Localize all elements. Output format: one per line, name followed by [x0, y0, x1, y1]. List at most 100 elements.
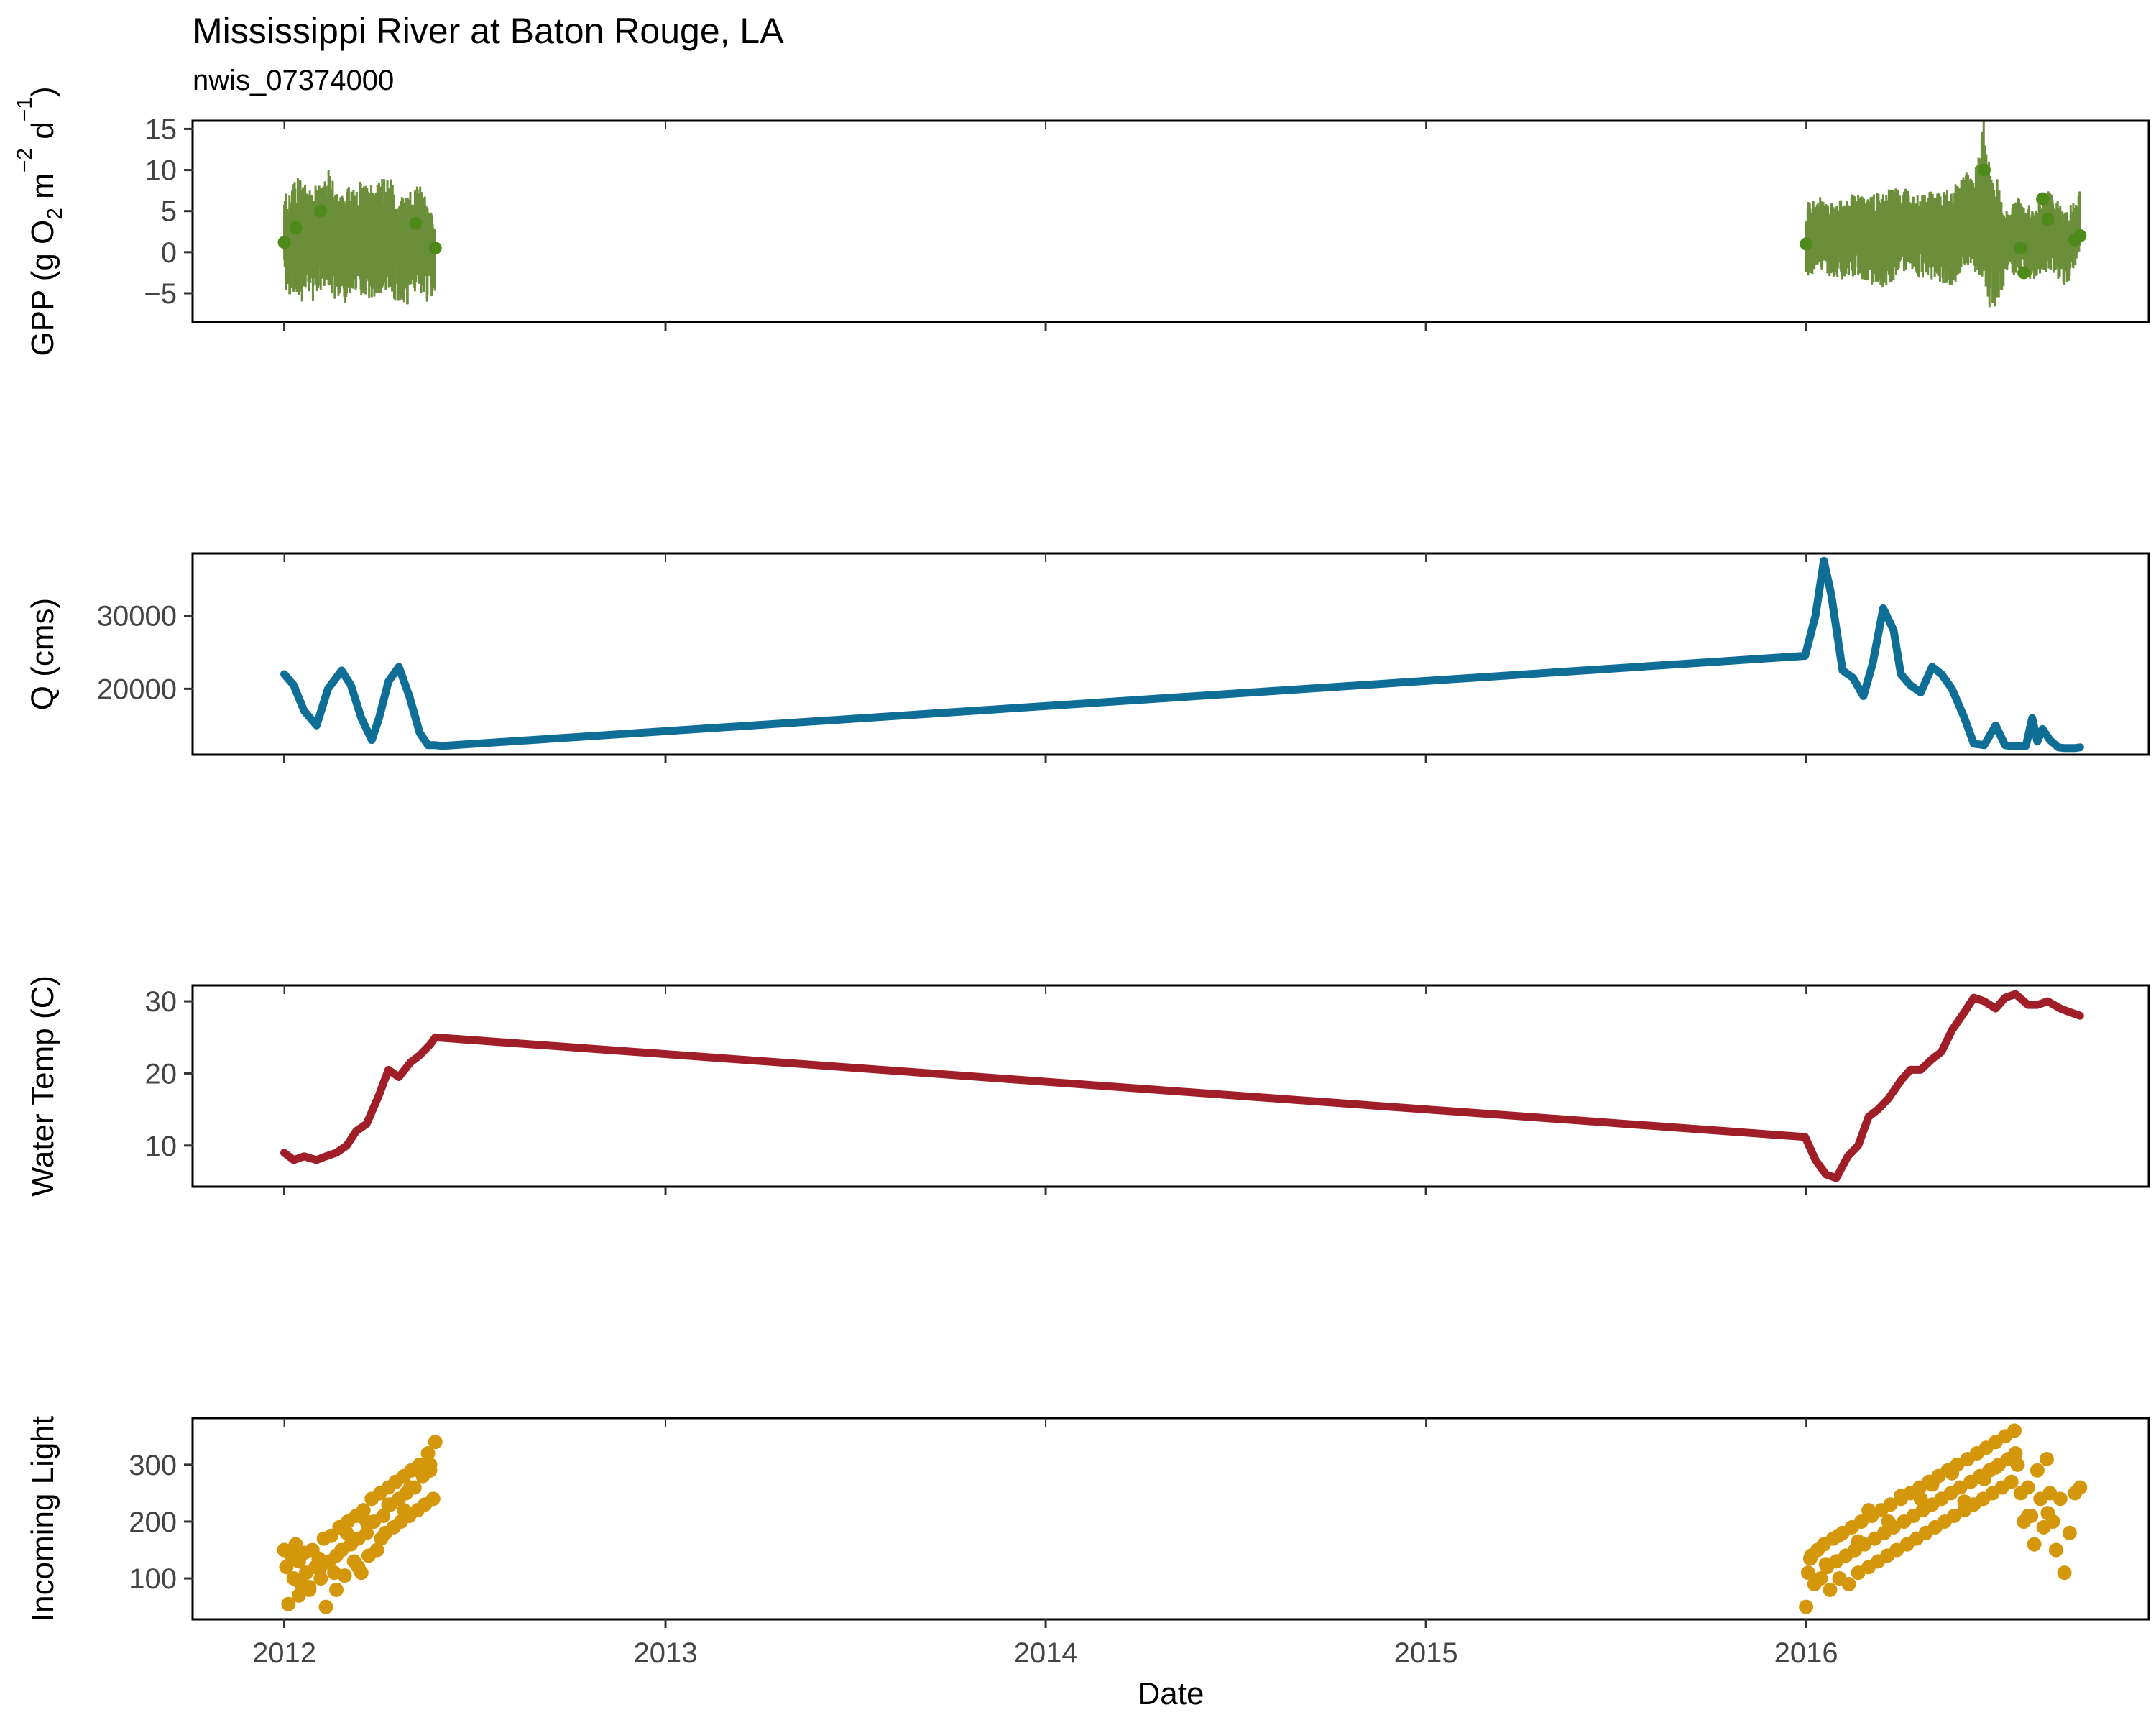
light-point: [420, 1446, 436, 1461]
light-point: [2062, 1525, 2077, 1540]
light-point: [1801, 1565, 1816, 1581]
light-point: [1831, 1528, 1846, 1543]
gpp-point: [2041, 213, 2055, 226]
panel-light-frame: [191, 1417, 2150, 1621]
y-axis-label-part: 2: [43, 208, 67, 220]
gpp-point: [409, 216, 423, 230]
y-tick-label: −5: [144, 278, 177, 310]
light-point: [356, 1503, 371, 1518]
light-point: [1841, 1576, 1856, 1591]
panel-temp-data: [280, 990, 2084, 1182]
panel-light: 100 200 300 Incoming Light: [25, 1416, 2150, 1628]
light-point: [1945, 1466, 1960, 1481]
light-point: [2049, 1542, 2064, 1558]
gpp-point: [314, 204, 328, 218]
q-series-line: [280, 556, 2084, 753]
y-axis-label-part: GPP (g O: [25, 220, 60, 356]
y-tick-label: 10: [145, 1131, 178, 1162]
light-point: [329, 1582, 344, 1597]
light-point: [2020, 1509, 2035, 1524]
gpp-point: [277, 236, 291, 249]
light-point: [1851, 1534, 1866, 1549]
panel-light-data: [277, 1423, 2088, 1614]
y-tick-label: 100: [129, 1563, 177, 1595]
y-tick-label: 200: [129, 1506, 177, 1538]
light-point: [1813, 1571, 1828, 1586]
y-tick-label: 5: [161, 196, 177, 228]
light-point: [1881, 1514, 1896, 1529]
gpp-point: [2017, 266, 2031, 280]
y-axis-label-part: ): [25, 86, 60, 97]
light-point: [2039, 1451, 2054, 1466]
light-point: [2010, 1457, 2025, 1472]
chart-title: Mississippi River at Baton Rouge, LA: [193, 11, 784, 51]
light-point: [402, 1480, 418, 1495]
light-point: [2040, 1506, 2055, 1521]
light-point: [359, 1525, 374, 1540]
light-point: [2007, 1423, 2022, 1438]
light-point: [381, 1497, 396, 1512]
y-axis-label: GPP (g O2 m−2 d−1): [13, 86, 67, 356]
gpp-point: [2036, 192, 2050, 206]
y-tick-label: 30000: [97, 601, 177, 632]
panel-gpp-data: [277, 121, 2087, 308]
light-point: [2053, 1491, 2068, 1506]
light-point: [337, 1568, 352, 1583]
y-axis-label: Water Temp (C): [25, 975, 60, 1197]
light-point: [281, 1596, 296, 1611]
light-point: [2020, 1480, 2035, 1495]
x-tick-label: 2014: [1014, 1637, 1078, 1669]
temp-series-line: [280, 990, 2084, 1182]
light-point: [369, 1542, 384, 1558]
light-point: [2057, 1565, 2072, 1581]
y-axis-label: Incoming Light: [25, 1416, 60, 1622]
y-tick-label: 300: [129, 1450, 177, 1481]
gpp-point: [1800, 237, 1813, 251]
y-tick-label: 0: [161, 237, 177, 269]
x-tick-label: 2012: [252, 1637, 316, 1669]
light-point: [1823, 1582, 1838, 1597]
light-point: [2030, 1463, 2045, 1478]
light-point: [428, 1435, 443, 1450]
light-point: [374, 1531, 389, 1546]
light-point: [313, 1560, 328, 1575]
light-point: [1957, 1494, 1972, 1509]
light-point: [2073, 1480, 2088, 1495]
gpp-point: [2014, 242, 2027, 255]
light-point: [1988, 1460, 2003, 1475]
light-point: [313, 1571, 328, 1586]
gpp-point: [289, 221, 303, 234]
light-point: [302, 1579, 317, 1594]
panel-q: 20000 30000 Q (cms): [25, 552, 2150, 763]
light-point: [1894, 1489, 1909, 1504]
gpp-point: [428, 242, 442, 255]
x-tick-label: 2013: [634, 1637, 698, 1669]
light-point: [425, 1491, 441, 1506]
x-axis-label: Date: [1138, 1676, 1204, 1711]
light-point: [1818, 1557, 1833, 1572]
y-axis-label-part: −1: [13, 97, 37, 121]
chart-subtitle: nwis_07374000: [193, 65, 395, 96]
light-point: [291, 1588, 306, 1603]
light-point: [279, 1560, 294, 1575]
light-point: [423, 1463, 438, 1478]
light-point: [376, 1509, 391, 1524]
light-point: [1913, 1491, 1928, 1506]
y-axis-label-part: −2: [13, 148, 37, 172]
y-tick-label: 20: [145, 1058, 178, 1090]
light-point: [1799, 1599, 1814, 1614]
light-point: [359, 1514, 374, 1529]
light-point: [1861, 1503, 1876, 1518]
light-point: [397, 1503, 412, 1518]
light-point: [2004, 1474, 2019, 1489]
light-point: [329, 1548, 344, 1563]
light-point: [1802, 1551, 1818, 1566]
panel-temp-frame: [191, 984, 2150, 1188]
gpp-point: [1977, 163, 1991, 177]
y-axis-label-part: m: [25, 172, 60, 208]
light-point: [2027, 1537, 2042, 1552]
light-point: [2008, 1446, 2023, 1461]
panel-gpp: −5 0 5 10 15 GPP (g O2 m−2 d−1): [13, 86, 2150, 356]
